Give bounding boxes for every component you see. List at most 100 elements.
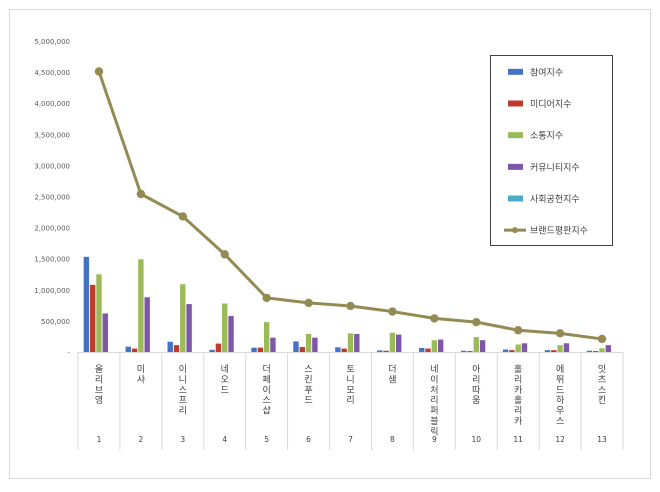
legend-label: 미디어지수 xyxy=(530,99,571,110)
bar-커뮤니티지수 xyxy=(563,343,570,352)
legend-label: 참여지수 xyxy=(530,66,563,78)
y-tick-label: 4,500,000 xyxy=(34,69,70,77)
y-tick-label: 3,500,000 xyxy=(34,131,70,139)
line-point xyxy=(94,67,104,76)
bar-참여지수 xyxy=(167,341,173,352)
x-rank-label: 1 xyxy=(97,435,102,444)
line-point xyxy=(262,293,271,303)
bar-소통지수 xyxy=(138,259,144,352)
bar-참여지수 xyxy=(251,347,257,352)
line-point xyxy=(597,334,607,344)
legend-swatch xyxy=(508,100,523,107)
bar-커뮤니티지수 xyxy=(605,345,612,352)
line-point xyxy=(388,307,397,316)
y-tick-label: 2,500,000 xyxy=(34,194,70,202)
bar-커뮤니티지수 xyxy=(144,297,150,352)
legend-label: 소통지수 xyxy=(530,131,563,142)
bar-참여지수 xyxy=(586,350,593,352)
bar-소통지수 xyxy=(599,348,605,352)
x-rank-label: 12 xyxy=(555,435,565,444)
bar-커뮤니티지수 xyxy=(437,339,444,352)
x-rank-label: 9 xyxy=(432,435,437,444)
x-rank-label: 7 xyxy=(348,435,353,444)
bar-미디어지수 xyxy=(131,348,138,352)
bar-미디어지수 xyxy=(299,347,305,352)
y-tick-label: 1,500,000 xyxy=(34,256,70,264)
bar-소통지수 xyxy=(473,337,479,352)
bar-참여지수 xyxy=(502,349,509,352)
x-rank-label: 13 xyxy=(597,435,607,444)
legend-swatch xyxy=(508,68,523,75)
bar-미디어지수 xyxy=(215,343,222,352)
line-point xyxy=(346,301,355,311)
bar-참여지수 xyxy=(335,347,341,352)
bar-커뮤니티지수 xyxy=(186,304,192,352)
y-tick-label: - xyxy=(67,349,70,357)
line-point xyxy=(472,317,481,327)
legend-swatch xyxy=(508,132,523,139)
bar-미디어지수 xyxy=(341,348,347,352)
plot-area: - 500,000 1,000,000 1,500,000 2,000,000 2,500… xyxy=(34,38,624,450)
legend-label: 브랜드평판지수 xyxy=(530,226,588,237)
legend-label: 사회공헌지수 xyxy=(530,194,580,205)
bar-참여지수 xyxy=(125,346,131,352)
bar-참여지수 xyxy=(83,256,90,352)
bar-미디어지수 xyxy=(257,347,264,352)
line-point xyxy=(304,298,313,308)
x-rank-label: 10 xyxy=(471,435,481,444)
x-rank-label: 3 xyxy=(180,435,185,444)
bar-소통지수 xyxy=(263,322,270,352)
legend-swatch xyxy=(508,163,523,170)
legend-box xyxy=(490,55,613,246)
x-rank-label: 8 xyxy=(390,435,395,444)
bar-참여지수 xyxy=(460,350,467,352)
bar-미디어지수 xyxy=(551,350,557,352)
legend-marker xyxy=(512,227,518,234)
y-tick-label: 1,000,000 xyxy=(34,287,70,295)
bar-참여지수 xyxy=(293,341,299,352)
bar-미디어지수 xyxy=(89,284,96,352)
bar-소통지수 xyxy=(557,345,563,352)
bar-소통지수 xyxy=(180,284,186,352)
bar-커뮤니티지수 xyxy=(521,343,528,352)
bar-소통지수 xyxy=(347,333,354,352)
y-tick-label: 2,000,000 xyxy=(34,225,70,233)
bar-커뮤니티지수 xyxy=(312,337,318,352)
bar-미디어지수 xyxy=(593,351,599,352)
bar-소통지수 xyxy=(515,344,521,352)
bar-참여지수 xyxy=(419,347,425,352)
legend-label: 커뮤니티지수 xyxy=(530,162,580,173)
line-point xyxy=(513,326,523,335)
bar-소통지수 xyxy=(222,303,228,352)
line-point xyxy=(555,329,565,338)
bar-커뮤니티지수 xyxy=(228,315,234,352)
bar-소통지수 xyxy=(431,340,438,352)
line-point xyxy=(178,212,188,221)
bar-참여지수 xyxy=(544,350,551,352)
x-rank-label: 2 xyxy=(138,435,143,444)
bar-소통지수 xyxy=(305,333,312,352)
y-tick-label: 5,000,000 xyxy=(34,38,70,46)
y-tick-label: 500,000 xyxy=(41,318,70,326)
bar-미디어지수 xyxy=(509,350,515,352)
bar-커뮤니티지수 xyxy=(396,334,402,352)
bar-소통지수 xyxy=(96,274,102,352)
x-rank-label: 11 xyxy=(513,435,523,444)
x-rank-label: 5 xyxy=(264,435,269,444)
x-rank-label: 6 xyxy=(306,435,311,444)
bar-커뮤니티지수 xyxy=(102,313,108,352)
bar-소통지수 xyxy=(389,332,396,352)
x-rank-label: 4 xyxy=(222,435,227,444)
